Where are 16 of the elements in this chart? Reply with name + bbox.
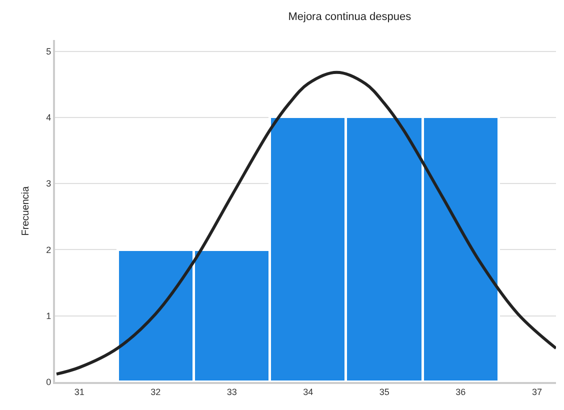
y-tick-label: 3	[46, 178, 52, 189]
y-tick-label: 0	[46, 377, 52, 388]
y-tick-label: 2	[46, 244, 52, 255]
line-series	[55, 70, 556, 376]
x-tick-label: 32	[150, 386, 161, 397]
y-axis-title: Frecuencia	[20, 186, 32, 236]
y-tick-label: 4	[46, 112, 52, 123]
y-tick-label: 5	[46, 46, 52, 56]
x-tick-label: 34	[303, 386, 314, 397]
x-tick-label: 33	[226, 386, 237, 397]
x-tick-label: 35	[379, 386, 390, 397]
x-tick-label: 37	[532, 386, 542, 397]
x-tick-label: 36	[456, 386, 466, 397]
y-tick-label: 1	[46, 311, 52, 321]
x-tick-label: 31	[74, 386, 84, 397]
chart-title: Mejora continua despues	[288, 11, 412, 23]
